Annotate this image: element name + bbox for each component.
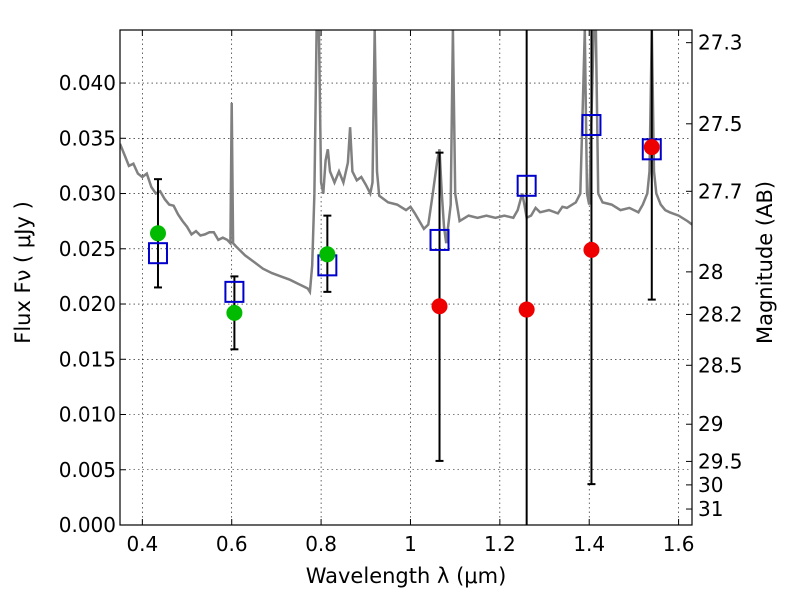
observed-point-red [431, 298, 448, 315]
errorbar-series [153, 30, 656, 525]
x-tick-label: 1.6 [663, 532, 695, 556]
y2-tick-label: 27.5 [698, 112, 743, 136]
y2-tick-label: 30 [698, 473, 723, 497]
y2-tick-label: 28 [698, 260, 723, 284]
model-square [581, 114, 602, 137]
y2-tick-label: 27.7 [698, 179, 743, 203]
observed-point-red [643, 139, 660, 156]
observed-point-green [226, 304, 243, 321]
y2-tick-label: 28.5 [698, 353, 743, 377]
y-tick-label: 0.040 [59, 71, 116, 95]
y-tick-label: 0.010 [59, 403, 116, 427]
y2-tick-label: 31 [698, 497, 723, 521]
y2-tick-label: 28.2 [698, 302, 743, 326]
x-tick-label: 1.4 [573, 532, 605, 556]
y-tick-label: 0.025 [59, 237, 116, 261]
spectrum-line [120, 30, 692, 296]
observed-point-green [319, 246, 336, 263]
model-square [516, 174, 537, 197]
y2-tick-label: 29.5 [698, 449, 743, 473]
y2-tick-label: 27.3 [698, 31, 743, 55]
plot-frame [119, 29, 693, 526]
y-tick-label: 0.000 [59, 513, 116, 537]
x-tick-label: 0.6 [216, 532, 248, 556]
axis-ticks: 0.4 0.6 0.8 1 1.2 1.4 1.6 0.000 0.005 0.010 0.015 0… [59, 30, 743, 556]
model-square [147, 242, 168, 265]
observed-point-red [518, 301, 535, 318]
observed-point-red [583, 241, 600, 258]
x-tick-label: 1 [404, 532, 417, 556]
y-axis-label: Flux Fν ( μJy ) [11, 201, 35, 344]
y2-tick-label: 29 [698, 412, 723, 436]
grid [120, 30, 692, 526]
x-axis-label: Wavelength λ (μm) [306, 564, 507, 588]
x-tick-label: 1.2 [484, 532, 516, 556]
y-tick-label: 0.030 [59, 182, 116, 206]
model-square [224, 280, 245, 303]
x-tick-label: 0.8 [305, 532, 337, 556]
y-tick-label: 0.005 [59, 458, 116, 482]
marker-series [147, 114, 662, 321]
spectrum-series [120, 30, 692, 296]
y2-axis-label: Magnitude (AB) [753, 181, 777, 344]
model-square [429, 228, 450, 251]
x-tick-label: 0.4 [126, 532, 158, 556]
y-tick-label: 0.015 [59, 347, 116, 371]
y-tick-label: 0.020 [59, 292, 116, 316]
observed-point-green [149, 225, 166, 242]
y-tick-label: 0.035 [59, 126, 116, 150]
